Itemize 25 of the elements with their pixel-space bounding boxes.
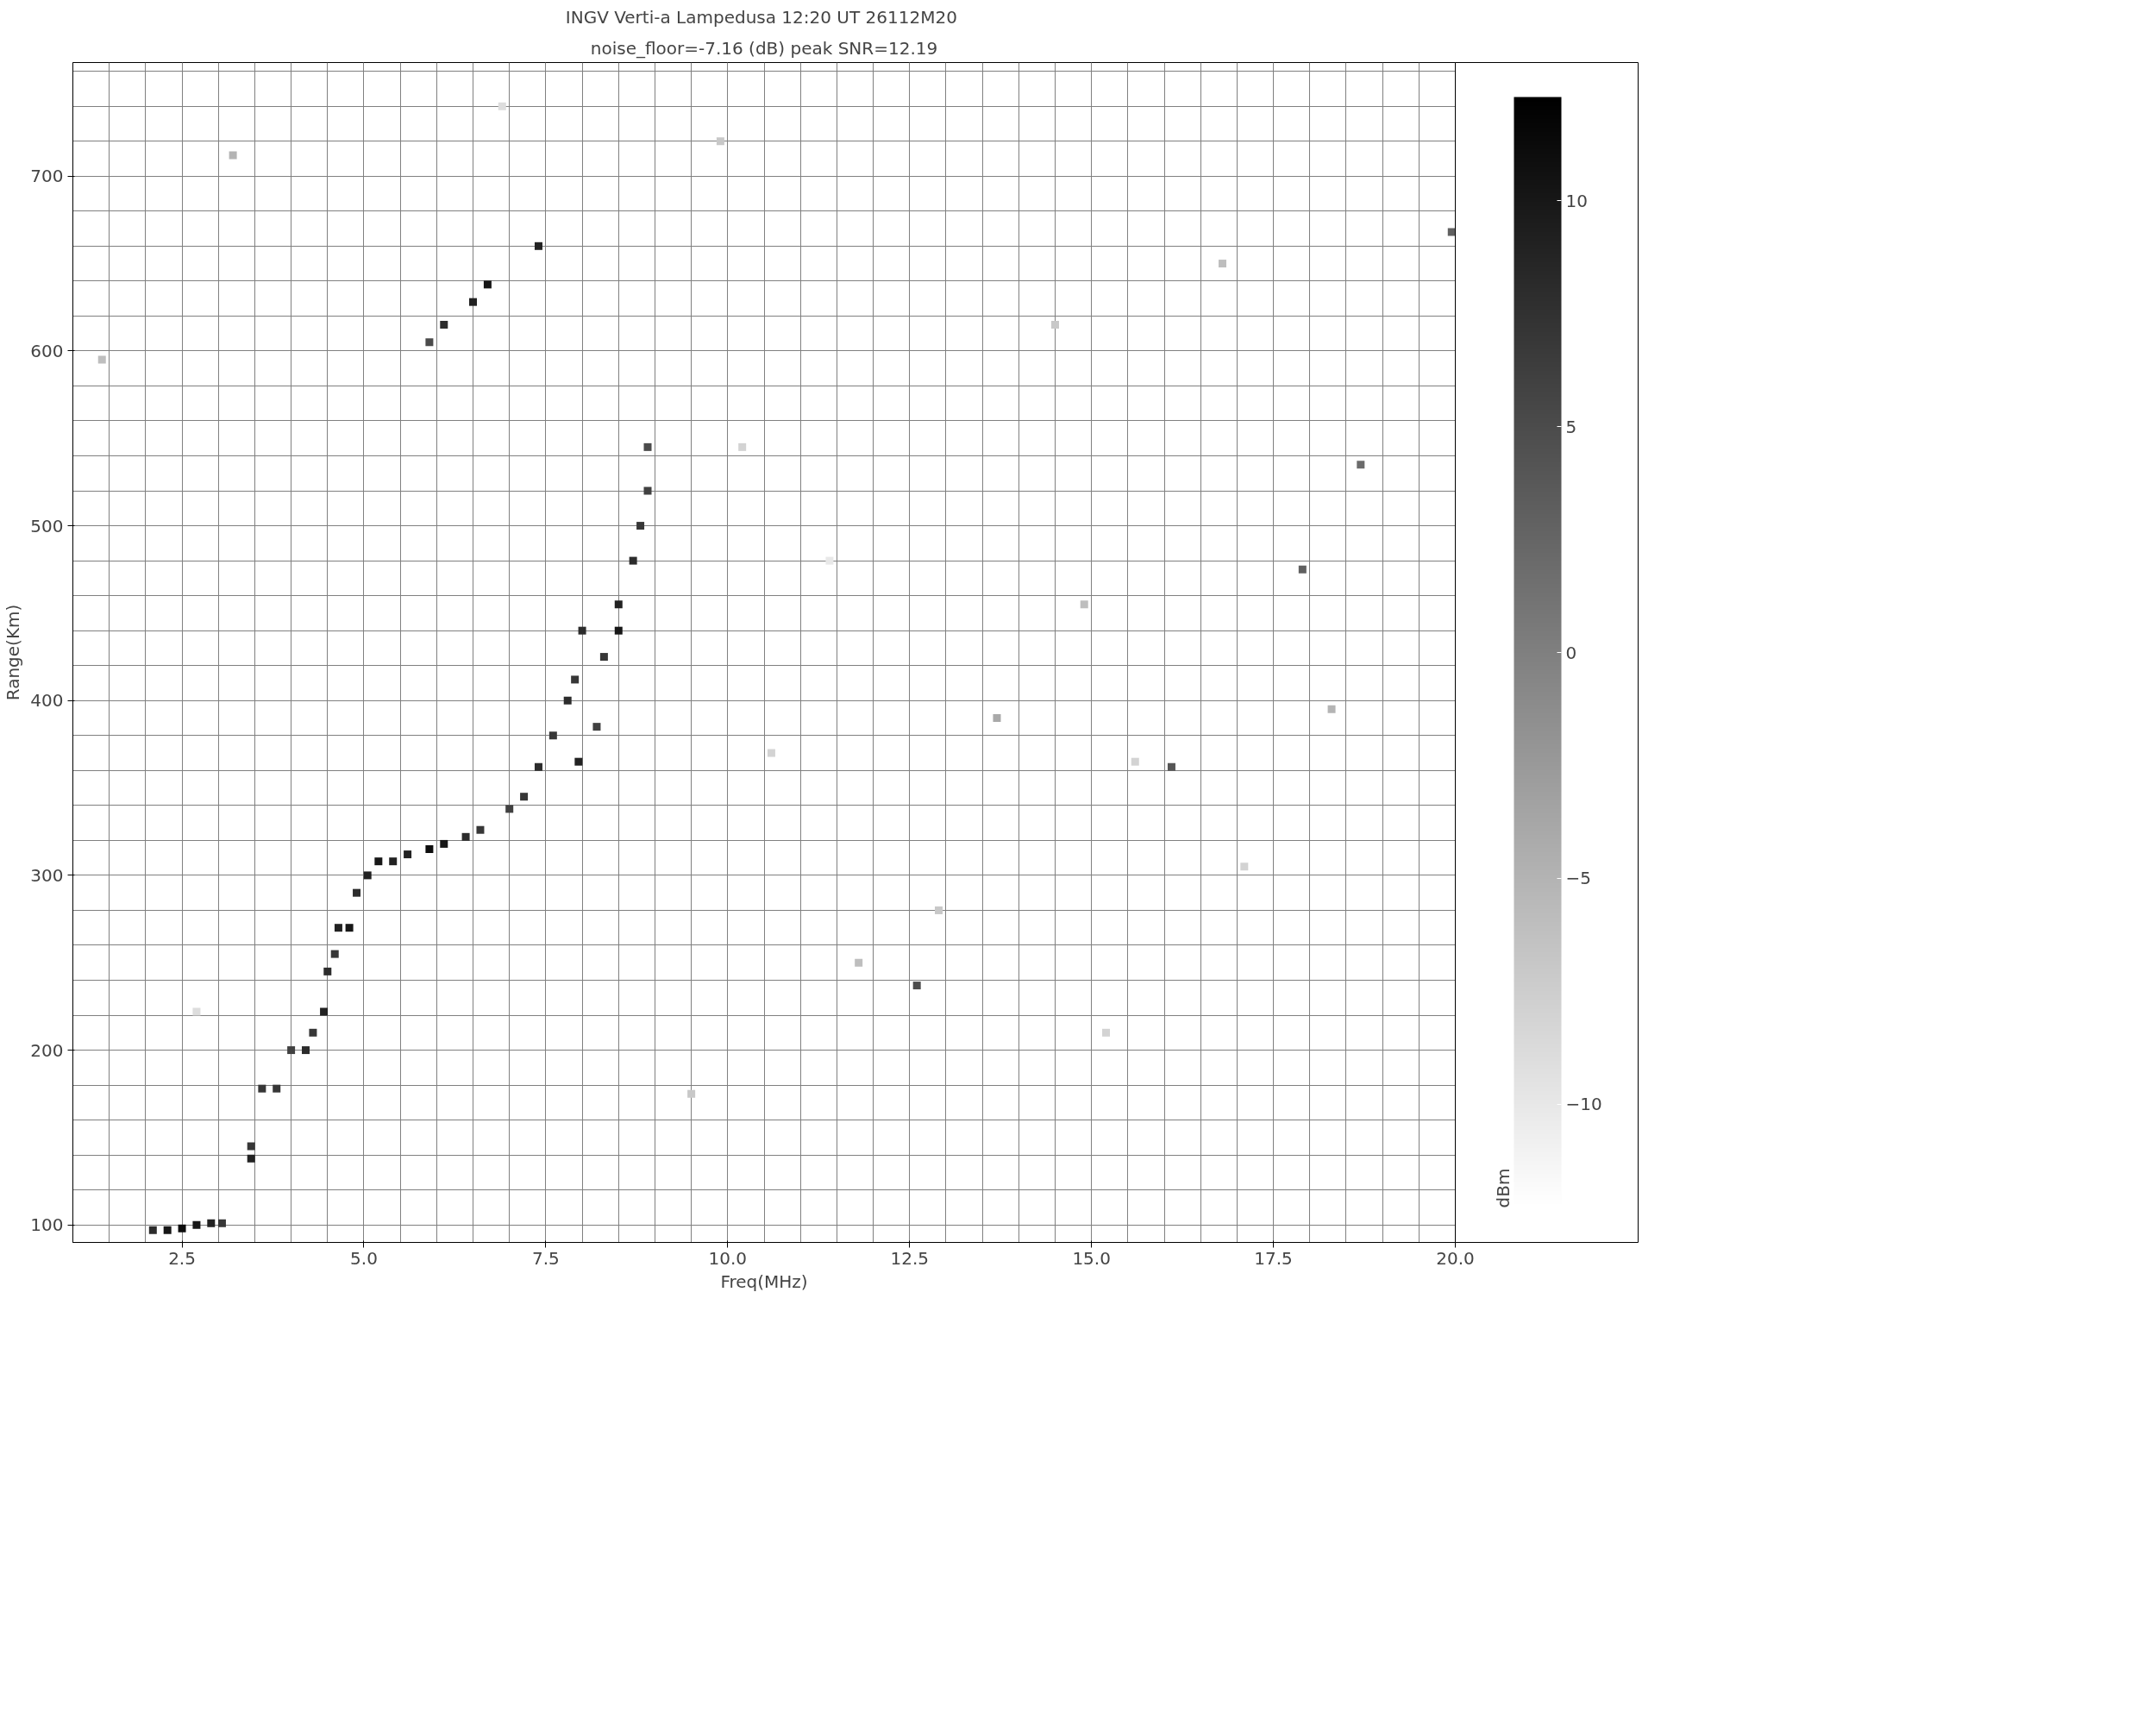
y-tick-label: 300 xyxy=(30,864,64,886)
color-bar-label: 10 xyxy=(1565,190,1588,211)
x-tick-label: 10.0 xyxy=(708,1247,748,1269)
chart-title: INGV Verti-a Lampedusa 12:20 UT 26112M20 xyxy=(565,6,957,28)
y-axis-title: Range(Km) xyxy=(3,604,24,701)
x-tick-label: 5.0 xyxy=(350,1247,378,1269)
x-tick-label: 20.0 xyxy=(1436,1247,1475,1269)
color-bar-label: −5 xyxy=(1565,868,1591,889)
y-tick-label: 200 xyxy=(30,1039,64,1061)
color-bar-title: dBm xyxy=(1492,1168,1514,1208)
x-tick-label: 17.5 xyxy=(1254,1247,1293,1269)
y-tick-label: 600 xyxy=(30,340,64,361)
y-tick-label: 100 xyxy=(30,1214,64,1236)
x-tick-label: 15.0 xyxy=(1072,1247,1111,1269)
x-tick-label: 2.5 xyxy=(168,1247,196,1269)
color-bar-label: 5 xyxy=(1565,416,1577,437)
color-bar-label: −10 xyxy=(1565,1094,1602,1115)
x-axis-title: Freq(MHz) xyxy=(720,1270,808,1292)
chart-subtitle: noise_floor=-7.16 (dB) peak SNR=12.19 xyxy=(590,37,938,59)
x-tick-label: 7.5 xyxy=(531,1247,560,1269)
x-tick-label: 12.5 xyxy=(890,1247,929,1269)
y-tick-label: 500 xyxy=(30,515,64,536)
y-tick-label: 700 xyxy=(30,166,64,187)
color-bar-label: 0 xyxy=(1565,642,1577,663)
y-tick-label: 400 xyxy=(30,690,64,712)
